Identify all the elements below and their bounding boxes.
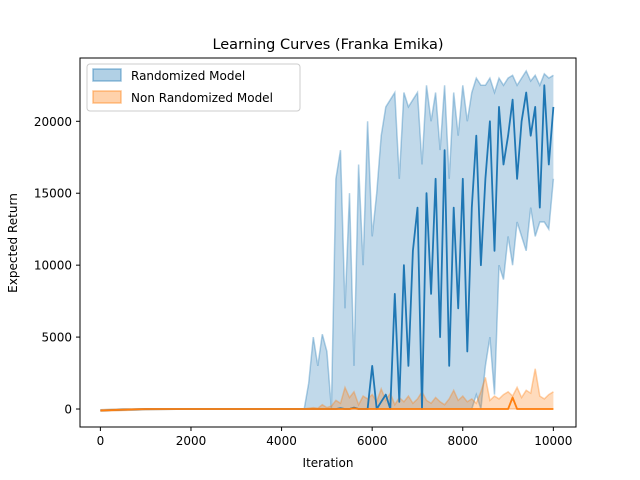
- x-axis-label: Iteration: [303, 456, 354, 470]
- y-axis-label: Expected Return: [6, 193, 20, 293]
- chart-title: Learning Curves (Franka Emika): [212, 37, 443, 53]
- series-lines: [100, 84, 555, 412]
- y-axis: 0 5000 10000 15000 20000: [34, 115, 80, 417]
- non-randomized-model-mean-line: [100, 396, 554, 412]
- non-randomized-model-upper-edge: [100, 368, 554, 411]
- x-axis: 0 2000 4000 6000 8000 10000: [97, 427, 572, 448]
- y-tick-label: 20000: [34, 115, 72, 129]
- x-tick-label: 2000: [176, 434, 207, 448]
- x-tick-label: 10000: [534, 434, 572, 448]
- y-tick-label: 5000: [41, 331, 72, 345]
- legend-swatch-randomized: [92, 68, 122, 82]
- legend-box: [86, 63, 301, 112]
- y-tick-label: 0: [64, 403, 72, 417]
- legend-swatch-non-randomized: [92, 90, 122, 104]
- y-tick-label: 15000: [34, 187, 72, 201]
- randomized-model-upper-edge: [100, 69, 554, 411]
- plot-frame: [79, 57, 577, 428]
- legend-label-non-randomized: Non Randomized Model: [131, 91, 273, 105]
- x-tick-label: 0: [97, 434, 105, 448]
- y-tick-label: 10000: [34, 259, 72, 273]
- x-tick-label: 6000: [357, 434, 388, 448]
- legend-label-randomized: Randomized Model: [131, 69, 245, 83]
- legend: Randomized Model Non Randomized Model: [86, 63, 301, 112]
- x-tick-label: 8000: [447, 434, 478, 448]
- x-tick-label: 4000: [266, 434, 297, 448]
